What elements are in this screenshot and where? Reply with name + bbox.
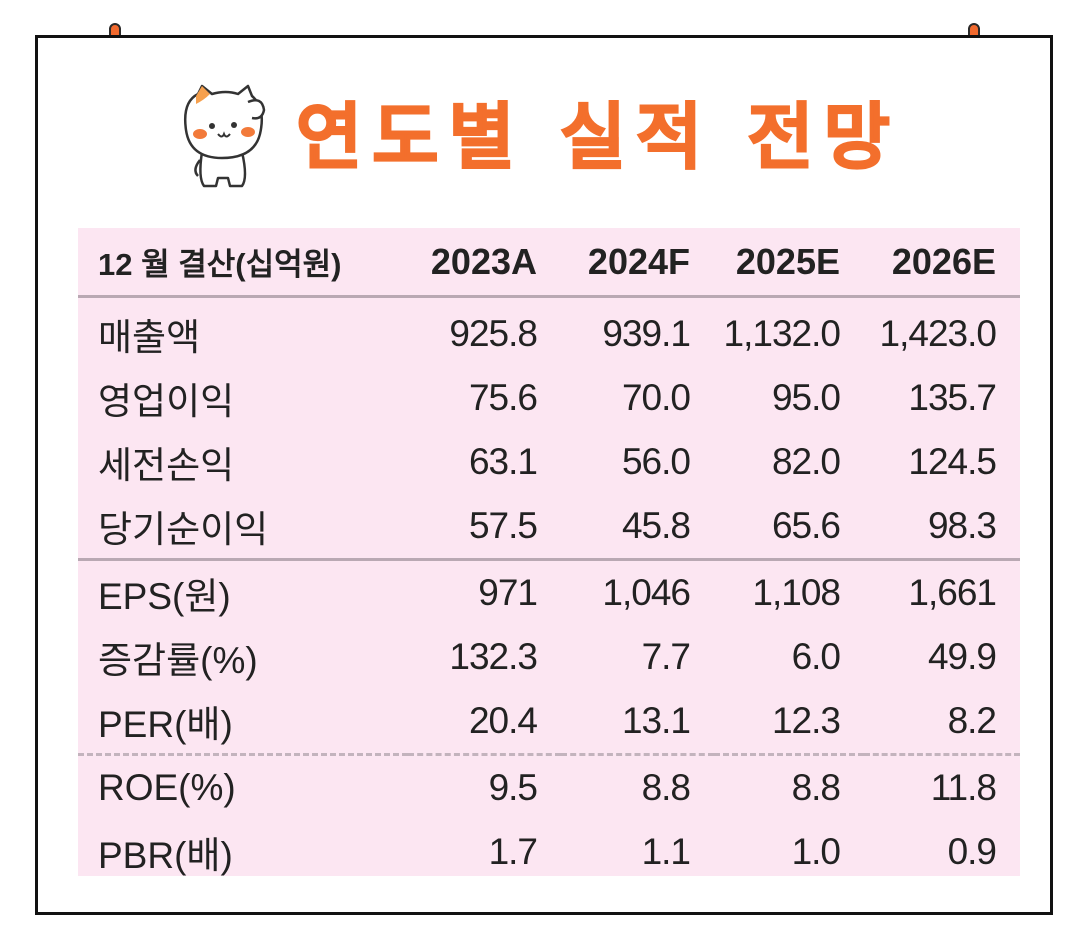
cell-value: 70.0 [621,377,691,418]
cell-value: 82.0 [771,441,841,482]
cell-value: 95.0 [771,377,841,418]
cell-value: 1.7 [488,831,538,872]
cell-value: 1,423.0 [879,313,997,354]
row-label: PBR(배) [98,835,233,876]
cell-value: 57.5 [408,494,561,561]
cell-value: 13.1 [561,689,714,756]
cell-value: 1,046 [602,572,691,613]
cell-value: 98.3 [864,494,1020,561]
cell-value: 971 [478,572,538,613]
table-row: 세전손익 63.1 56.0 82.0 124.5 [78,430,1020,494]
cell-value: 925.8 [449,313,538,354]
header-label: 12 월 결산(십억원) [78,228,408,298]
cell-value: 75.6 [468,377,538,418]
cat-mascot-icon [184,84,266,188]
table-row: PER(배) 20.4 13.1 12.3 8.2 [78,689,1020,756]
cell-value: 8.2 [864,689,1020,756]
cell-value: 56.0 [621,441,691,482]
cell-value: 1,661 [908,572,997,613]
row-label: 당기순이익 [78,494,408,561]
table-header-row: 12 월 결산(십억원) 2023A 2024F 2025E 2026E [78,228,1020,298]
row-label: ROE(%) [98,767,236,808]
table-row: 영업이익 75.6 70.0 95.0 135.7 [78,366,1020,430]
cell-value: 11.8 [930,767,997,808]
page-title: 연도별 실적 전망 [295,94,900,180]
cell-value: 0.9 [947,831,997,872]
cell-value: 12.3 [714,689,864,756]
cell-value: 8.8 [641,767,691,808]
cell-value: 124.5 [908,441,997,482]
cell-value: 6.0 [791,636,841,677]
table-row: 매출액 925.8 939.1 1,132.0 1,423.0 [78,297,1020,367]
cell-value: 1,108 [752,572,841,613]
row-label: 증감률(%) [98,640,258,681]
cell-value: 7.7 [641,636,691,677]
cell-value: 135.7 [908,377,997,418]
cell-value: 63.1 [468,441,538,482]
row-label: 매출액 [98,317,201,358]
cell-value: 9.5 [488,767,538,808]
header-year: 2023A [408,228,561,298]
cell-value: 45.8 [561,494,714,561]
cell-value: 49.9 [927,636,997,677]
cell-value: 132.3 [449,636,538,677]
header-year: 2026E [864,228,1020,298]
table-row: ROE(%) 9.5 8.8 8.8 11.8 [78,755,1020,821]
table-row: 증감률(%) 132.3 7.7 6.0 49.9 [78,625,1020,689]
cell-value: 1,132.0 [723,313,841,354]
cell-value: 1.0 [791,831,841,872]
earnings-forecast-table: 12 월 결산(십억원) 2023A 2024F 2025E 2026E 매출액… [78,228,1020,876]
table-row: EPS(원) 971 1,046 1,108 1,661 [78,560,1020,626]
cell-value: 939.1 [602,313,691,354]
cell-value: 8.8 [791,767,841,808]
table-row: PBR(배) 1.7 1.1 1.0 0.9 [78,820,1020,884]
row-label: EPS(원) [98,576,231,617]
table-row: 당기순이익 57.5 45.8 65.6 98.3 [78,494,1020,561]
cell-value: 20.4 [408,689,561,756]
cell-value: 65.6 [714,494,864,561]
header-year: 2025E [714,228,864,298]
cell-value: 1.1 [641,831,691,872]
row-label: 세전손익 [98,445,235,486]
header-year: 2024F [561,228,714,298]
row-label: PER(배) [78,689,408,756]
row-label: 영업이익 [98,381,235,422]
